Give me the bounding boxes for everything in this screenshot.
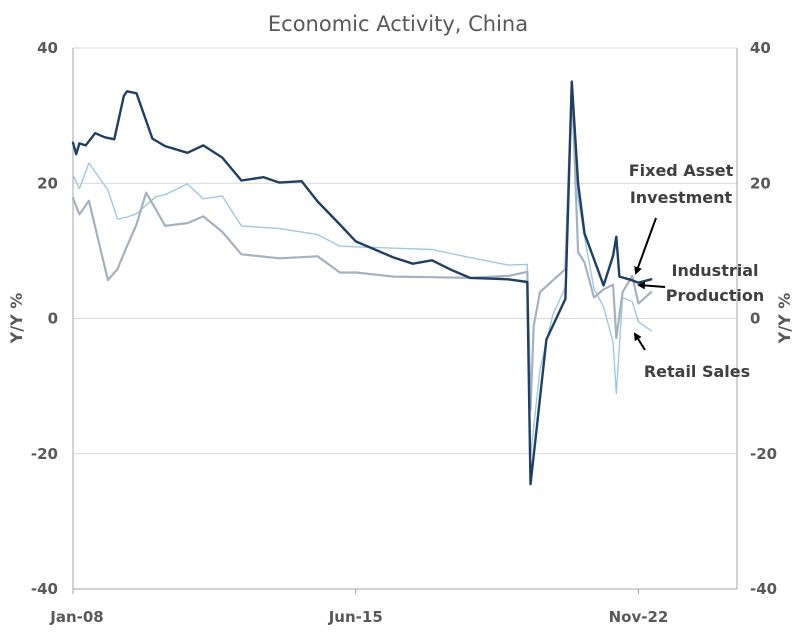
- chart-title: Economic Activity, China: [268, 12, 528, 36]
- x-tick-labels: Jan-08 Jun-15 Nov-22: [49, 589, 668, 626]
- right-y-tick-labels: 40 20 0 -20 -40: [750, 39, 777, 598]
- left-y-tick-label-0: 40: [37, 39, 58, 57]
- annotation-ip-line2: Production: [666, 286, 764, 305]
- series-line-industrial-production: [71, 79, 653, 411]
- series-lines: [71, 79, 653, 486]
- axes: [72, 48, 738, 590]
- arrow-retail: [633, 332, 646, 351]
- right-y-tick-label-3: -20: [750, 445, 777, 463]
- left-y-tick-label-2: 0: [48, 310, 58, 328]
- x-tick-label-2: Nov-22: [609, 608, 669, 626]
- series-line-fixed-asset-investment: [71, 80, 653, 486]
- right-y-tick-label-4: -40: [750, 580, 777, 598]
- annotation-ip-line1: Industrial: [671, 261, 758, 280]
- left-y-tick-label-1: 20: [37, 174, 58, 192]
- series-line-retail-sales: [72, 89, 652, 458]
- left-y-axis-title: Y/Y %: [7, 293, 26, 345]
- annotation-fai-line1: Fixed Asset: [629, 161, 734, 180]
- gridlines: [73, 47, 737, 455]
- right-y-tick-label-2: 0: [750, 310, 760, 328]
- x-tick-label-0: Jan-08: [49, 608, 103, 626]
- right-y-tick-label-0: 40: [750, 39, 771, 57]
- arrow-ip: [637, 281, 666, 290]
- left-y-tick-label-3: -20: [31, 445, 58, 463]
- annotation-fai-line2: Investment: [630, 188, 733, 207]
- left-y-tick-labels: 40 20 0 -20 -40: [31, 39, 58, 598]
- left-y-tick-label-4: -40: [31, 580, 58, 598]
- right-y-axis-title: Y/Y %: [775, 293, 794, 345]
- arrow-fai: [634, 217, 657, 275]
- annotation-retail-sales: Retail Sales: [644, 362, 750, 381]
- right-y-tick-label-1: 20: [750, 174, 771, 192]
- x-tick-label-1: Jun-15: [328, 608, 383, 626]
